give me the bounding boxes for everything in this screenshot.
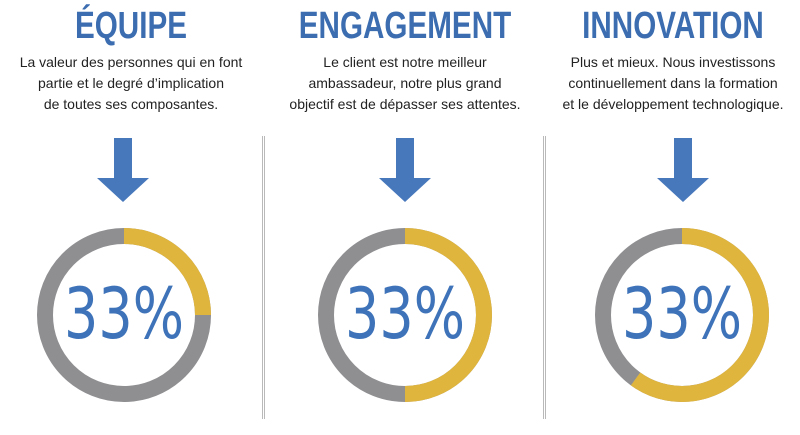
ring-progress: [123, 228, 211, 316]
section-title: INNOVATION: [582, 5, 764, 47]
section-title: ENGAGEMENT: [298, 5, 512, 47]
percentage-label: 33%: [622, 273, 742, 355]
ring-progress: [404, 228, 492, 402]
down-arrow-icon: [97, 138, 149, 202]
section-description: La valeur des personnes qui en font part…: [0, 52, 262, 115]
column-divider: [543, 136, 546, 419]
ring-progress: [630, 228, 769, 402]
section-title: ÉQUIPE: [74, 5, 188, 47]
percentage-ring: 33%: [37, 228, 211, 402]
column-divider: [262, 136, 265, 419]
description-line: Le client est notre meilleur: [323, 54, 487, 70]
down-arrow-icon: [379, 138, 431, 202]
percentage-label: 33%: [64, 273, 184, 355]
section-description: Le client est notre meilleur ambassadeur…: [267, 52, 543, 115]
percentage-ring: 33%: [595, 228, 769, 402]
description-line: La valeur des personnes qui en font: [19, 54, 243, 70]
section-innovation: INNOVATION Plus et mieux. Nous investiss…: [546, 0, 800, 435]
description-line: ambassadeur, notre plus grand: [308, 75, 502, 91]
description-line: et le développement technologique.: [562, 96, 784, 112]
percentage-label: 33%: [345, 273, 465, 355]
description-line: continuellement dans la formation: [568, 75, 778, 91]
percentage-ring: 33%: [318, 228, 492, 402]
description-line: objectif est de dépasser ses attentes.: [289, 96, 521, 112]
section-equipe: ÉQUIPE La valeur des personnes qui en fo…: [0, 0, 262, 435]
description-line: Plus et mieux. Nous investissons: [570, 54, 776, 70]
down-arrow-icon: [657, 138, 709, 202]
description-line: de toutes ses composantes.: [43, 96, 219, 112]
section-engagement: ENGAGEMENT Le client est notre meilleur …: [267, 0, 543, 435]
section-description: Plus et mieux. Nous investissons continu…: [546, 52, 800, 115]
description-line: partie et le degré d’implication: [38, 75, 224, 91]
